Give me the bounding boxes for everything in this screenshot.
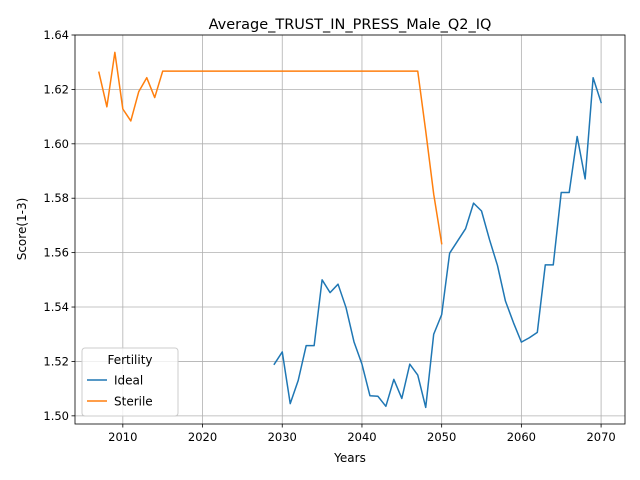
y-tick-label: 1.52	[43, 354, 69, 368]
y-tick-label: 1.62	[43, 82, 69, 96]
x-tick-label: 2030	[268, 430, 297, 444]
y-axis: 1.50 1.52 1.54 1.56 1.58 1.60 1.62 1.64	[43, 28, 75, 423]
plot-frame	[74, 34, 626, 425]
y-tick-label: 1.60	[43, 137, 69, 151]
y-tick-label: 1.58	[43, 191, 69, 205]
series-line-ideal	[273, 76, 603, 409]
legend-label-ideal: Ideal	[114, 374, 143, 388]
y-axis-label: Score(1-3)	[15, 198, 29, 261]
chart-title: Average_TRUST_IN_PRESS_Male_Q2_IQ	[209, 17, 492, 33]
y-tick-label: 1.64	[43, 28, 69, 42]
x-tick-label: 2010	[108, 430, 137, 444]
legend-title: Fertility	[107, 353, 152, 367]
x-axis-label: Years	[333, 451, 366, 465]
x-tick-label: 2040	[347, 430, 376, 444]
y-tick-label: 1.50	[43, 409, 69, 423]
x-axis: 2010 2020 2030 2040 2050 2060 2070	[108, 424, 616, 444]
legend-box	[81, 347, 179, 417]
y-tick-label: 1.54	[43, 300, 69, 314]
legend: Fertility Ideal Sterile	[81, 347, 179, 417]
x-tick-label: 2050	[427, 430, 456, 444]
legend-label-sterile: Sterile	[114, 395, 153, 409]
series-line-sterile	[98, 51, 443, 245]
x-tick-label: 2070	[586, 430, 615, 444]
y-tick-label: 1.56	[43, 246, 69, 260]
series-layer	[98, 51, 603, 409]
x-tick-label: 2060	[507, 430, 536, 444]
x-tick-label: 2020	[188, 430, 217, 444]
